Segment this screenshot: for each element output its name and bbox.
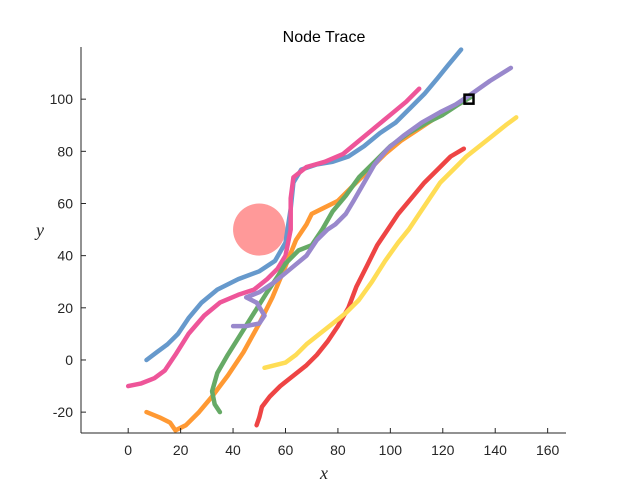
- x-axis-label: x: [319, 463, 328, 483]
- plot-area: [125, 47, 519, 433]
- obstacle-circle: [233, 203, 286, 256]
- x-tick-label: 40: [225, 442, 241, 458]
- x-tick-label: 80: [330, 442, 346, 458]
- y-tick-label: 60: [57, 195, 73, 211]
- y-tick-label: 0: [65, 352, 73, 368]
- trace-node-7: [262, 115, 519, 371]
- x-tick-label: 140: [484, 442, 508, 458]
- y-tick-label: 80: [57, 143, 73, 159]
- trace-node-5: [230, 65, 514, 329]
- target-square-marker: [463, 93, 475, 105]
- y-tick-label: 40: [57, 248, 73, 264]
- y-tick-label: -20: [53, 404, 73, 420]
- trace-node-2: [125, 86, 422, 389]
- x-tick-label: 120: [431, 442, 455, 458]
- axes: 0 20 40 60 80 100 120 140 160 -20 0 20 40 60 80 100: [50, 47, 566, 458]
- y-tick-label: 100: [50, 91, 74, 107]
- y-tick-label: 20: [57, 300, 73, 316]
- x-tick-label: 160: [536, 442, 560, 458]
- x-tick-label: 0: [124, 442, 132, 458]
- x-tick-label: 20: [173, 442, 189, 458]
- y-axis-label: y: [34, 220, 44, 240]
- chart-title: Node Trace: [283, 29, 366, 46]
- x-tick-label: 60: [278, 442, 294, 458]
- x-tick-label: 100: [379, 442, 403, 458]
